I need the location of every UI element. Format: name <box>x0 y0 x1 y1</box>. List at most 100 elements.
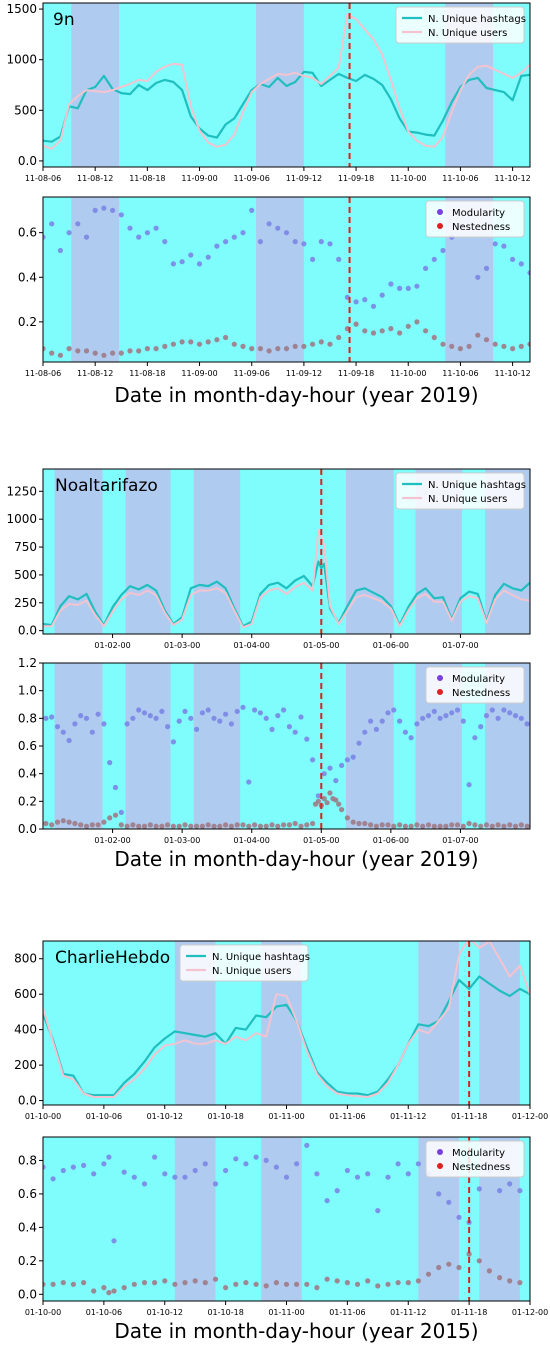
data-point-modularity <box>72 721 78 727</box>
x-tick-label: 01-10-12 <box>147 1112 183 1121</box>
y-tick-label: 200 <box>14 1058 37 1072</box>
data-point-modularity <box>124 721 130 727</box>
data-point-nestedness <box>405 323 411 329</box>
data-point-modularity <box>223 239 229 245</box>
x-axis-label: Date in month-day-hour (year 2019) <box>114 847 478 871</box>
data-point-nestedness <box>188 823 194 829</box>
data-point-nestedness <box>111 1288 117 1294</box>
chart-panel-3: 0.0 250 500 750 1000 1250 01-02-00 01-03-00 01-0… <box>6 468 531 650</box>
data-point-nestedness <box>314 1285 320 1291</box>
data-point-nestedness <box>339 807 345 813</box>
shaded-band <box>174 1137 216 1301</box>
x-tick-label: 01-10-00 <box>25 1112 61 1121</box>
data-point-modularity <box>370 303 377 309</box>
data-point-nestedness <box>354 1281 361 1287</box>
data-point-nestedness <box>315 798 321 804</box>
data-point-nestedness <box>217 823 223 829</box>
x-tick-label: 01-03-00 <box>164 836 200 845</box>
data-point-nestedness <box>333 797 339 803</box>
data-point-nestedness <box>373 823 379 829</box>
legend-label: Modularity <box>452 674 505 685</box>
data-point-modularity <box>205 254 211 260</box>
data-point-modularity <box>283 1174 290 1180</box>
plot-frame <box>42 2 531 168</box>
data-point-modularity <box>327 241 333 247</box>
data-point-modularity <box>66 230 72 236</box>
data-point-modularity <box>402 729 408 735</box>
data-point-modularity <box>141 1181 148 1187</box>
data-point-nestedness <box>483 822 490 828</box>
data-point-nestedness <box>257 346 263 352</box>
x-tick-label: 01-11-00 <box>268 1308 304 1317</box>
data-point-modularity <box>436 1191 442 1197</box>
data-point-modularity <box>95 711 101 717</box>
y-tick-label: 0.4 <box>18 270 37 284</box>
data-point-modularity <box>298 714 304 720</box>
y-tick-label: 1500 <box>6 2 37 16</box>
data-point-modularity <box>188 252 194 258</box>
data-point-modularity <box>431 256 437 262</box>
data-point-modularity <box>110 207 116 213</box>
data-point-nestedness <box>54 819 61 825</box>
data-point-nestedness <box>127 348 133 354</box>
chart-panel-1: 0.0 500 1000 1500 11-08-06 11-08-12 11-08-18 11… <box>6 2 530 183</box>
y-tick-label: 1000 <box>6 53 37 67</box>
data-point-nestedness <box>78 822 84 828</box>
data-point-nestedness <box>397 822 403 828</box>
plot-frame <box>42 196 531 363</box>
data-point-modularity <box>211 715 217 721</box>
data-point-nestedness <box>118 822 124 828</box>
series-line-n-unique-hashtags <box>43 975 530 1097</box>
data-point-nestedness <box>246 823 252 829</box>
data-point-nestedness <box>449 343 455 349</box>
data-point-nestedness <box>353 321 359 327</box>
x-tick-label: 01-02-00 <box>94 836 130 845</box>
x-tick-label: 01-11-18 <box>451 1112 487 1121</box>
plot-content <box>43 529 530 629</box>
data-point-modularity <box>385 1174 391 1180</box>
data-point-nestedness <box>475 332 481 338</box>
data-point-modularity <box>266 221 272 227</box>
data-point-nestedness <box>414 822 420 828</box>
data-point-modularity <box>304 736 310 742</box>
data-point-nestedness <box>518 822 524 828</box>
x-tick-label: 11-08-18 <box>129 369 165 378</box>
x-tick-label: 01-11-00 <box>268 1112 304 1121</box>
x-tick-label: 01-11-18 <box>451 1308 487 1317</box>
x-tick-label: 01-10-00 <box>25 1308 61 1317</box>
data-point-modularity <box>414 283 420 289</box>
data-point-nestedness <box>243 1280 249 1286</box>
data-point-nestedness <box>310 820 316 827</box>
data-point-nestedness <box>301 343 307 349</box>
data-point-modularity <box>507 1181 513 1187</box>
legend-label: N. Unique users <box>212 966 291 977</box>
data-point-nestedness <box>196 341 203 347</box>
legend-box <box>179 944 309 982</box>
chart-title: Noaltarifazo <box>55 476 158 496</box>
legend-box <box>395 472 525 510</box>
data-point-modularity <box>136 707 142 713</box>
data-point-nestedness <box>420 823 426 829</box>
x-tick-label: 01-11-06 <box>329 1112 365 1121</box>
data-point-nestedness <box>388 326 394 332</box>
data-point-modularity <box>449 710 455 716</box>
x-tick-label: 01-07-00 <box>442 836 478 845</box>
data-point-modularity <box>60 729 66 735</box>
data-point-nestedness <box>147 822 153 828</box>
data-point-nestedness <box>456 1264 462 1271</box>
x-tick-label: 11-09-18 <box>338 174 374 183</box>
data-point-modularity <box>375 1208 381 1214</box>
data-point-modularity <box>310 757 316 763</box>
data-point-nestedness <box>60 818 66 824</box>
data-point-modularity <box>70 1164 76 1170</box>
y-tick-label: 1250 <box>6 484 37 498</box>
data-point-nestedness <box>162 343 168 349</box>
data-point-modularity <box>475 274 481 280</box>
data-point-modularity <box>395 1161 401 1167</box>
data-point-nestedness <box>233 1281 239 1287</box>
data-point-nestedness <box>112 812 119 818</box>
y-tick-label: 500 <box>14 103 37 117</box>
legend-label: N. Unique users <box>428 28 507 39</box>
data-point-nestedness <box>327 341 333 347</box>
data-point-modularity <box>456 1214 462 1220</box>
